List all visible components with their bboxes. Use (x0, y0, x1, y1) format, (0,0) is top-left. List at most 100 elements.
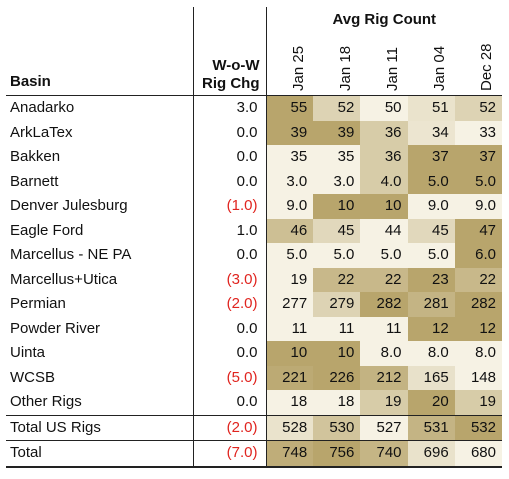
wow-change-cell: 0.0 (193, 169, 267, 194)
rig-count-cell: 8.0 (454, 341, 502, 366)
rig-count-cell: 39 (313, 120, 361, 145)
rig-count-cell: 22 (313, 267, 361, 292)
rig-count-cell: 10 (266, 341, 314, 366)
table-row: Marcellus+Utica (3.0) 19 22 22 23 22 (6, 267, 502, 292)
wow-change-cell: 0.0 (193, 120, 267, 145)
rig-count-cell: 3.0 (313, 169, 361, 194)
wow-header-line1: W-o-W (212, 57, 260, 74)
rig-count-cell: 532 (454, 414, 502, 441)
table-row: Uinta 0.0 10 10 8.0 8.0 8.0 (6, 341, 502, 366)
wow-change-cell: (5.0) (193, 365, 267, 390)
rig-count-cell: 6.0 (454, 243, 502, 268)
basin-name-cell: Permian (6, 292, 195, 317)
rig-count-cell: 36 (360, 145, 408, 170)
wow-change-cell: (7.0) (193, 440, 267, 468)
wow-change-cell: 1.0 (193, 218, 267, 243)
wow-blank (193, 7, 267, 37)
rig-count-cell: 19 (360, 390, 408, 415)
rig-count-cell: 221 (266, 365, 314, 390)
rig-count-cell: 148 (454, 365, 502, 390)
basin-name-cell: Uinta (6, 341, 195, 366)
basin-name-cell: Total US Rigs (6, 414, 195, 441)
table-row: ArkLaTex 0.0 39 39 36 34 33 (6, 120, 502, 145)
date-column-label: Jan 25 (289, 45, 307, 91)
basin-name-cell: Denver Julesburg (6, 194, 195, 219)
basin-name-cell: Anadarko (6, 95, 195, 121)
rig-count-cell: 4.0 (360, 169, 408, 194)
date-column-label: Jan 18 (336, 45, 354, 91)
rig-count-cell: 47 (454, 218, 502, 243)
rig-count-cell: 11 (313, 316, 361, 341)
basin-column-header: Basin (6, 37, 195, 96)
wow-change-cell: 0.0 (193, 341, 267, 366)
table-row: Marcellus - NE PA 0.0 5.0 5.0 5.0 5.0 6.0 (6, 243, 502, 268)
rig-count-cell: 5.0 (407, 169, 455, 194)
rig-count-cell: 680 (454, 440, 502, 468)
rig-count-cell: 5.0 (454, 169, 502, 194)
rig-count-cell: 44 (360, 218, 408, 243)
rig-count-cell: 34 (407, 120, 455, 145)
rig-count-cell: 165 (407, 365, 455, 390)
date-column-header: Jan 04 (407, 37, 455, 96)
table-body: Anadarko 3.0 55 52 50 51 52 ArkLaTex 0.0 39 39 36 34… (6, 95, 502, 468)
rig-count-cell: 528 (266, 414, 314, 441)
rig-count-cell: 5.0 (360, 243, 408, 268)
wow-change-cell: 3.0 (193, 95, 267, 121)
table-row: Other Rigs 0.0 18 18 19 20 19 (6, 390, 502, 415)
rig-count-cell: 9.0 (407, 194, 455, 219)
table-row: Permian (2.0) 277 279 282 281 282 (6, 292, 502, 317)
rig-count-cell: 11 (360, 316, 408, 341)
rig-count-cell: 226 (313, 365, 361, 390)
rig-count-cell: 12 (454, 316, 502, 341)
rig-count-cell: 277 (266, 292, 314, 317)
rig-count-cell: 51 (407, 95, 455, 121)
rig-count-cell: 748 (266, 440, 314, 468)
rig-count-cell: 50 (360, 95, 408, 121)
rig-count-cell: 45 (313, 218, 361, 243)
table-row: WCSB (5.0) 221 226 212 165 148 (6, 365, 502, 390)
rig-count-cell: 52 (454, 95, 502, 121)
date-column-label: Jan 11 (383, 47, 401, 91)
basin-name-cell: Barnett (6, 169, 195, 194)
rig-count-cell: 5.0 (266, 243, 314, 268)
rig-count-cell: 282 (454, 292, 502, 317)
wow-column-header: W-o-W Rig Chg (193, 37, 267, 96)
rig-count-cell: 35 (313, 145, 361, 170)
rig-count-cell: 212 (360, 365, 408, 390)
table-row: Total (7.0) 748 756 740 696 680 (6, 440, 502, 468)
date-column-label: Dec 28 (478, 43, 496, 91)
rig-count-cell: 10 (360, 194, 408, 219)
rig-count-cell: 3.0 (266, 169, 314, 194)
rig-count-cell: 9.0 (454, 194, 502, 219)
rig-count-cell: 5.0 (313, 243, 361, 268)
rig-count-cell: 36 (360, 120, 408, 145)
basin-name-cell: ArkLaTex (6, 120, 195, 145)
rig-count-cell: 5.0 (407, 243, 455, 268)
table-row: Eagle Ford 1.0 46 45 44 45 47 (6, 218, 502, 243)
date-column-header: Dec 28 (454, 37, 502, 96)
rig-count-cell: 10 (313, 341, 361, 366)
basin-name-cell: Total (6, 440, 195, 468)
rig-count-cell: 530 (313, 414, 361, 441)
basin-name-cell: WCSB (6, 365, 195, 390)
table-row: Total US Rigs (2.0) 528 530 527 531 532 (6, 414, 502, 441)
table-row: Barnett 0.0 3.0 3.0 4.0 5.0 5.0 (6, 169, 502, 194)
rig-count-cell: 281 (407, 292, 455, 317)
date-column-header: Jan 11 (360, 37, 408, 96)
date-column-header: Jan 25 (266, 37, 314, 96)
rig-count-cell: 9.0 (266, 194, 314, 219)
rig-count-cell: 37 (454, 145, 502, 170)
rig-count-cell: 531 (407, 414, 455, 441)
rig-count-cell: 46 (266, 218, 314, 243)
rig-count-cell: 37 (407, 145, 455, 170)
basin-name-cell: Eagle Ford (6, 218, 195, 243)
rig-count-cell: 55 (266, 95, 314, 121)
rig-count-cell: 19 (266, 267, 314, 292)
rig-count-cell: 756 (313, 440, 361, 468)
rig-count-cell: 18 (313, 390, 361, 415)
rig-count-cell: 18 (266, 390, 314, 415)
rig-count-cell: 11 (266, 316, 314, 341)
rig-count-cell: 19 (454, 390, 502, 415)
rig-count-cell: 33 (454, 120, 502, 145)
